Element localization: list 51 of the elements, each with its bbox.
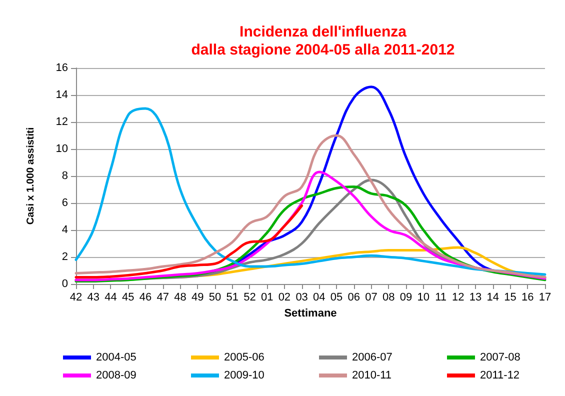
legend-label: 2006-07 [352, 352, 392, 364]
x-tick-label: 50 [208, 292, 222, 304]
x-tick-label: 16 [522, 292, 534, 304]
y-tick-label: 10 [56, 143, 68, 155]
x-tick-label: 07 [365, 292, 378, 304]
x-tick-label: 45 [122, 292, 134, 304]
x-tick-label: 09 [400, 292, 412, 304]
x-tick-label: 47 [156, 292, 169, 304]
legend-label: 2009-10 [224, 370, 264, 382]
x-tick-label: 08 [382, 292, 395, 304]
x-tick-label: 43 [87, 292, 100, 304]
x-tick-label: 44 [104, 292, 117, 304]
legend-label: 2011-12 [480, 370, 520, 382]
x-tick-label: 05 [330, 292, 343, 304]
x-tick-label: 14 [486, 292, 500, 304]
x-tick-label: 12 [452, 292, 464, 304]
x-axis-title: Settimane [284, 307, 337, 320]
y-tick-label: 6 [62, 197, 68, 209]
y-tick-label: 14 [56, 89, 68, 101]
x-tick-label: 15 [504, 292, 516, 304]
legend-label: 2005-06 [224, 352, 264, 364]
x-tick-label: 46 [139, 292, 152, 304]
legend-label: 2010-11 [352, 370, 392, 382]
x-tick-label: 10 [417, 292, 430, 304]
y-tick-label: 4 [62, 224, 68, 236]
x-tick-label: 51 [226, 292, 238, 304]
y-tick-label: 8 [62, 170, 68, 182]
x-tick-label: 06 [348, 292, 360, 304]
x-tick-label: 17 [538, 292, 552, 304]
x-tick-label: 01 [260, 292, 274, 304]
legend-label: 2007-08 [480, 352, 520, 364]
line-series [74, 204, 304, 278]
x-tick-label: 13 [469, 292, 482, 304]
x-tick-label: 42 [70, 292, 82, 304]
chart-title: Incidenza dell'influenza dalla stagione 2004-05 alla 2011-2012 [191, 24, 455, 58]
x-tick-label: 02 [278, 292, 291, 304]
y-axis-title: Casi x 1.000 assistiti [26, 127, 36, 225]
x-tick-label: 04 [313, 292, 326, 304]
line-series [74, 134, 546, 278]
x-tick-label: 52 [244, 292, 256, 304]
y-tick-label: 12 [56, 116, 68, 128]
line-series [74, 107, 546, 276]
y-tick-label: 16 [56, 62, 68, 74]
legend-label: 2008-09 [96, 370, 136, 382]
y-tick-label: 2 [62, 251, 68, 263]
y-tick-label: 0 [62, 278, 68, 290]
x-tick-label: 03 [296, 292, 308, 304]
x-tick-label: 11 [435, 292, 446, 304]
legend-label: 2004-05 [96, 352, 136, 364]
x-tick-label: 49 [191, 292, 204, 304]
x-tick-label: 48 [174, 292, 186, 304]
